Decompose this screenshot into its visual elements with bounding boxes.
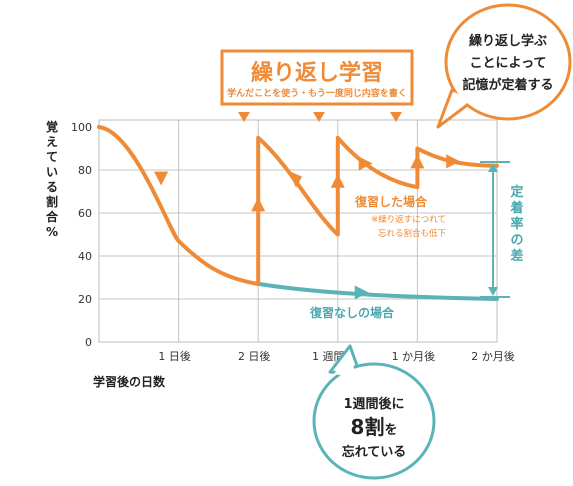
series-note-review-2: 忘れる割合も低下	[378, 228, 447, 239]
retention-gap-char: 率	[510, 216, 523, 232]
series-arrowhead	[251, 197, 266, 212]
x-tick-label: 1 日後	[158, 349, 191, 363]
callout-bubble-top: 繰り返し学ぶ ことによって 記憶が定着する	[436, 3, 572, 129]
chart-title: 繰り返し学習	[251, 60, 383, 86]
y-axis-label-char: え	[46, 135, 58, 149]
series-arrowhead	[410, 154, 425, 169]
series-arrowhead	[354, 285, 369, 300]
y-axis-label-char: い	[46, 165, 58, 179]
bubble-bottom-particle: を	[384, 423, 397, 438]
y-axis-label-char: 合	[46, 209, 59, 224]
bubble-bottom-line-2: 8割を	[351, 415, 398, 439]
title-box	[220, 49, 414, 106]
series-label-no-review: 復習なしの場合	[309, 305, 395, 320]
review-marker	[238, 112, 250, 122]
retention-gap-bracket	[480, 161, 510, 298]
y-tick-label: 100	[71, 121, 92, 134]
bubble-top-line-1: 繰り返し学ぶ	[469, 33, 547, 49]
plot-area	[98, 119, 498, 343]
review-marker	[313, 112, 325, 122]
review-marker	[390, 112, 402, 122]
y-tick-label: 60	[78, 207, 92, 220]
y-tick-label: 80	[78, 164, 92, 177]
x-tick-label: 1 か月後	[392, 349, 436, 363]
callout-bubble-bottom: 1週間後に 8割を 忘れている	[312, 344, 436, 480]
review-markers	[238, 112, 402, 122]
x-tick-label: 2 か月後	[471, 349, 515, 363]
bubble-top-line-2: ことによって	[470, 56, 547, 71]
retention-gap-char: 着	[509, 200, 523, 216]
y-axis-label-char: %	[46, 225, 58, 239]
bubble-bottom-line-3: 忘れている	[342, 444, 407, 460]
retention-gap-char: 定	[509, 184, 523, 200]
series-arrowhead	[288, 170, 303, 188]
x-axis-label: 学習後の日数	[93, 374, 166, 389]
series-label-review: 復習した場合	[354, 194, 428, 209]
x-tick-label: 2 日後	[238, 349, 271, 363]
y-tick-label: 20	[78, 293, 92, 306]
retention-gap-char: 差	[510, 248, 523, 264]
bubble-top-line-3: 記憶が定着する	[462, 77, 553, 93]
x-tick-labels: 1 日後 2 日後 1 週間後 1 か月後 2 か月後	[158, 349, 514, 363]
series-note-review-1: ※繰り返すにつれて	[371, 214, 446, 225]
y-axis-label-char: 覚	[46, 119, 58, 134]
series-arrowhead	[358, 156, 373, 171]
y-tick-label: 0	[85, 336, 92, 349]
series-arrowhead	[154, 171, 169, 186]
y-axis-label-char: る	[46, 180, 58, 194]
chart-subtitle: 学んだことを使う・もう一度同じ内容を書く	[227, 87, 407, 99]
y-tick-labels: 100 80 60 40 20 0	[71, 121, 92, 349]
bubble-bottom-big: 8割	[351, 415, 385, 439]
series-arrowhead	[330, 173, 345, 188]
retention-gap-char: の	[510, 233, 523, 248]
bubble-bottom-line-1: 1週間後に	[343, 396, 404, 412]
y-axis-label-char: て	[46, 150, 58, 164]
y-axis-label-char: 割	[46, 194, 58, 209]
series-arrows	[154, 154, 461, 300]
y-tick-label: 40	[78, 250, 92, 263]
series-arrowhead	[446, 154, 461, 169]
